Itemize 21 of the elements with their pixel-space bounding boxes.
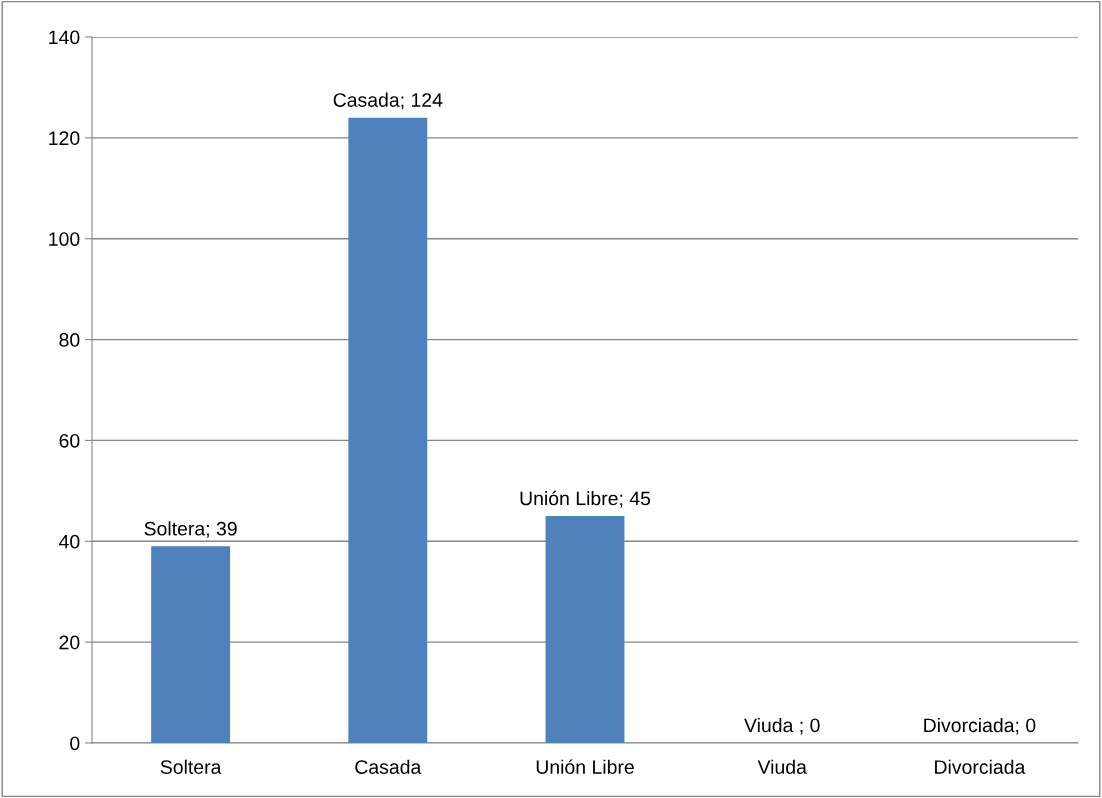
data-label: Viuda ; 0 <box>744 717 820 735</box>
data-label: Soltera; 39 <box>144 521 237 538</box>
x-tick-label: Divorciada <box>935 759 1026 774</box>
bar <box>545 516 625 743</box>
data-label: Unión Libre; 45 <box>520 490 651 508</box>
bar <box>348 117 428 743</box>
y-tick-label: 80 <box>59 333 80 347</box>
y-tick-label: 120 <box>49 131 80 146</box>
x-tick-label: Unión Libre <box>536 759 634 774</box>
y-tick-label: 0 <box>70 736 80 751</box>
x-tick-label: Casada <box>355 759 422 774</box>
x-tick-label: Viuda <box>757 759 807 774</box>
y-tick-label: 20 <box>59 635 80 650</box>
y-tick-label: 40 <box>59 534 80 549</box>
data-label: Divorciada; 0 <box>924 717 1036 735</box>
y-tick-label: 60 <box>59 433 80 448</box>
y-tick-label: 100 <box>49 232 80 246</box>
y-tick-label: 140 <box>49 30 80 45</box>
bar <box>151 546 231 743</box>
data-label: Casada; 124 <box>333 92 443 110</box>
x-tick-label: Soltera <box>160 759 222 774</box>
